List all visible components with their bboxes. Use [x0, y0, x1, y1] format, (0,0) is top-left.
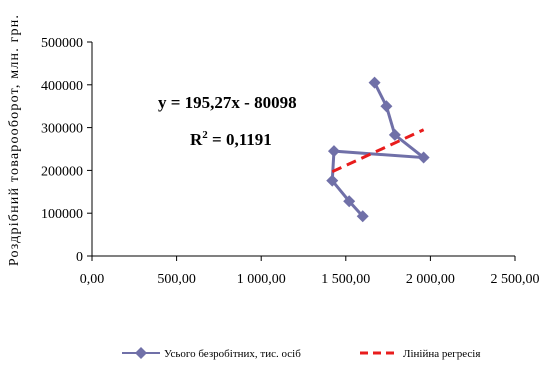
x-tick-label: 1 500,00 [321, 272, 370, 287]
data-point-marker [356, 210, 369, 223]
data-point-marker [327, 145, 340, 158]
series-layer [326, 76, 430, 223]
x-tick-label: 1 000,00 [237, 272, 286, 287]
r-squared-exponent: 2 [202, 129, 208, 141]
y-tick-label: 0 [76, 250, 83, 265]
regression-equation: y = 195,27x - 80098 [158, 93, 297, 112]
r-squared-value: = 0,1191 [208, 130, 272, 149]
x-tick-label: 2 500,00 [491, 272, 539, 287]
r-squared-base: R [190, 130, 203, 149]
y-tick-label: 300000 [41, 122, 83, 137]
data-point-marker [417, 151, 430, 164]
data-point-marker [388, 128, 401, 141]
r-squared-annotation: R2 = 0,1191 [190, 129, 272, 149]
x-tick-label: 2 000,00 [406, 272, 455, 287]
data-point-marker [343, 195, 356, 208]
x-axis-ticks: 0,00 500,00 1 000,00 1 500,00 2 000,00 2 500,… [80, 256, 539, 287]
y-axis-label: Роздрібний товарооборот, млн. грн. [7, 14, 22, 266]
x-tick-label: 0,00 [80, 272, 105, 287]
y-tick-label: 100000 [41, 207, 83, 222]
data-point-marker [326, 174, 339, 187]
y-axis-ticks: 0 100000 200000 300000 400000 500000 [41, 36, 92, 265]
series-line-unemployed [330, 81, 429, 218]
regression-line [331, 128, 425, 174]
data-point-marker [368, 76, 381, 89]
legend-series-marker [135, 347, 147, 359]
axes [91, 42, 515, 257]
x-tick-label: 500,00 [157, 272, 196, 287]
legend-series-label: Усього безробітних, тис. осіб [164, 348, 301, 360]
y-tick-label: 200000 [41, 164, 83, 179]
y-tick-label: 500000 [41, 36, 83, 51]
data-point-marker [380, 100, 393, 113]
legend: Усього безробітних, тис. осіб Лінійна ре… [122, 347, 480, 360]
legend-regression-label: Лінійна регресія [403, 348, 480, 360]
y-tick-label: 400000 [41, 79, 83, 94]
